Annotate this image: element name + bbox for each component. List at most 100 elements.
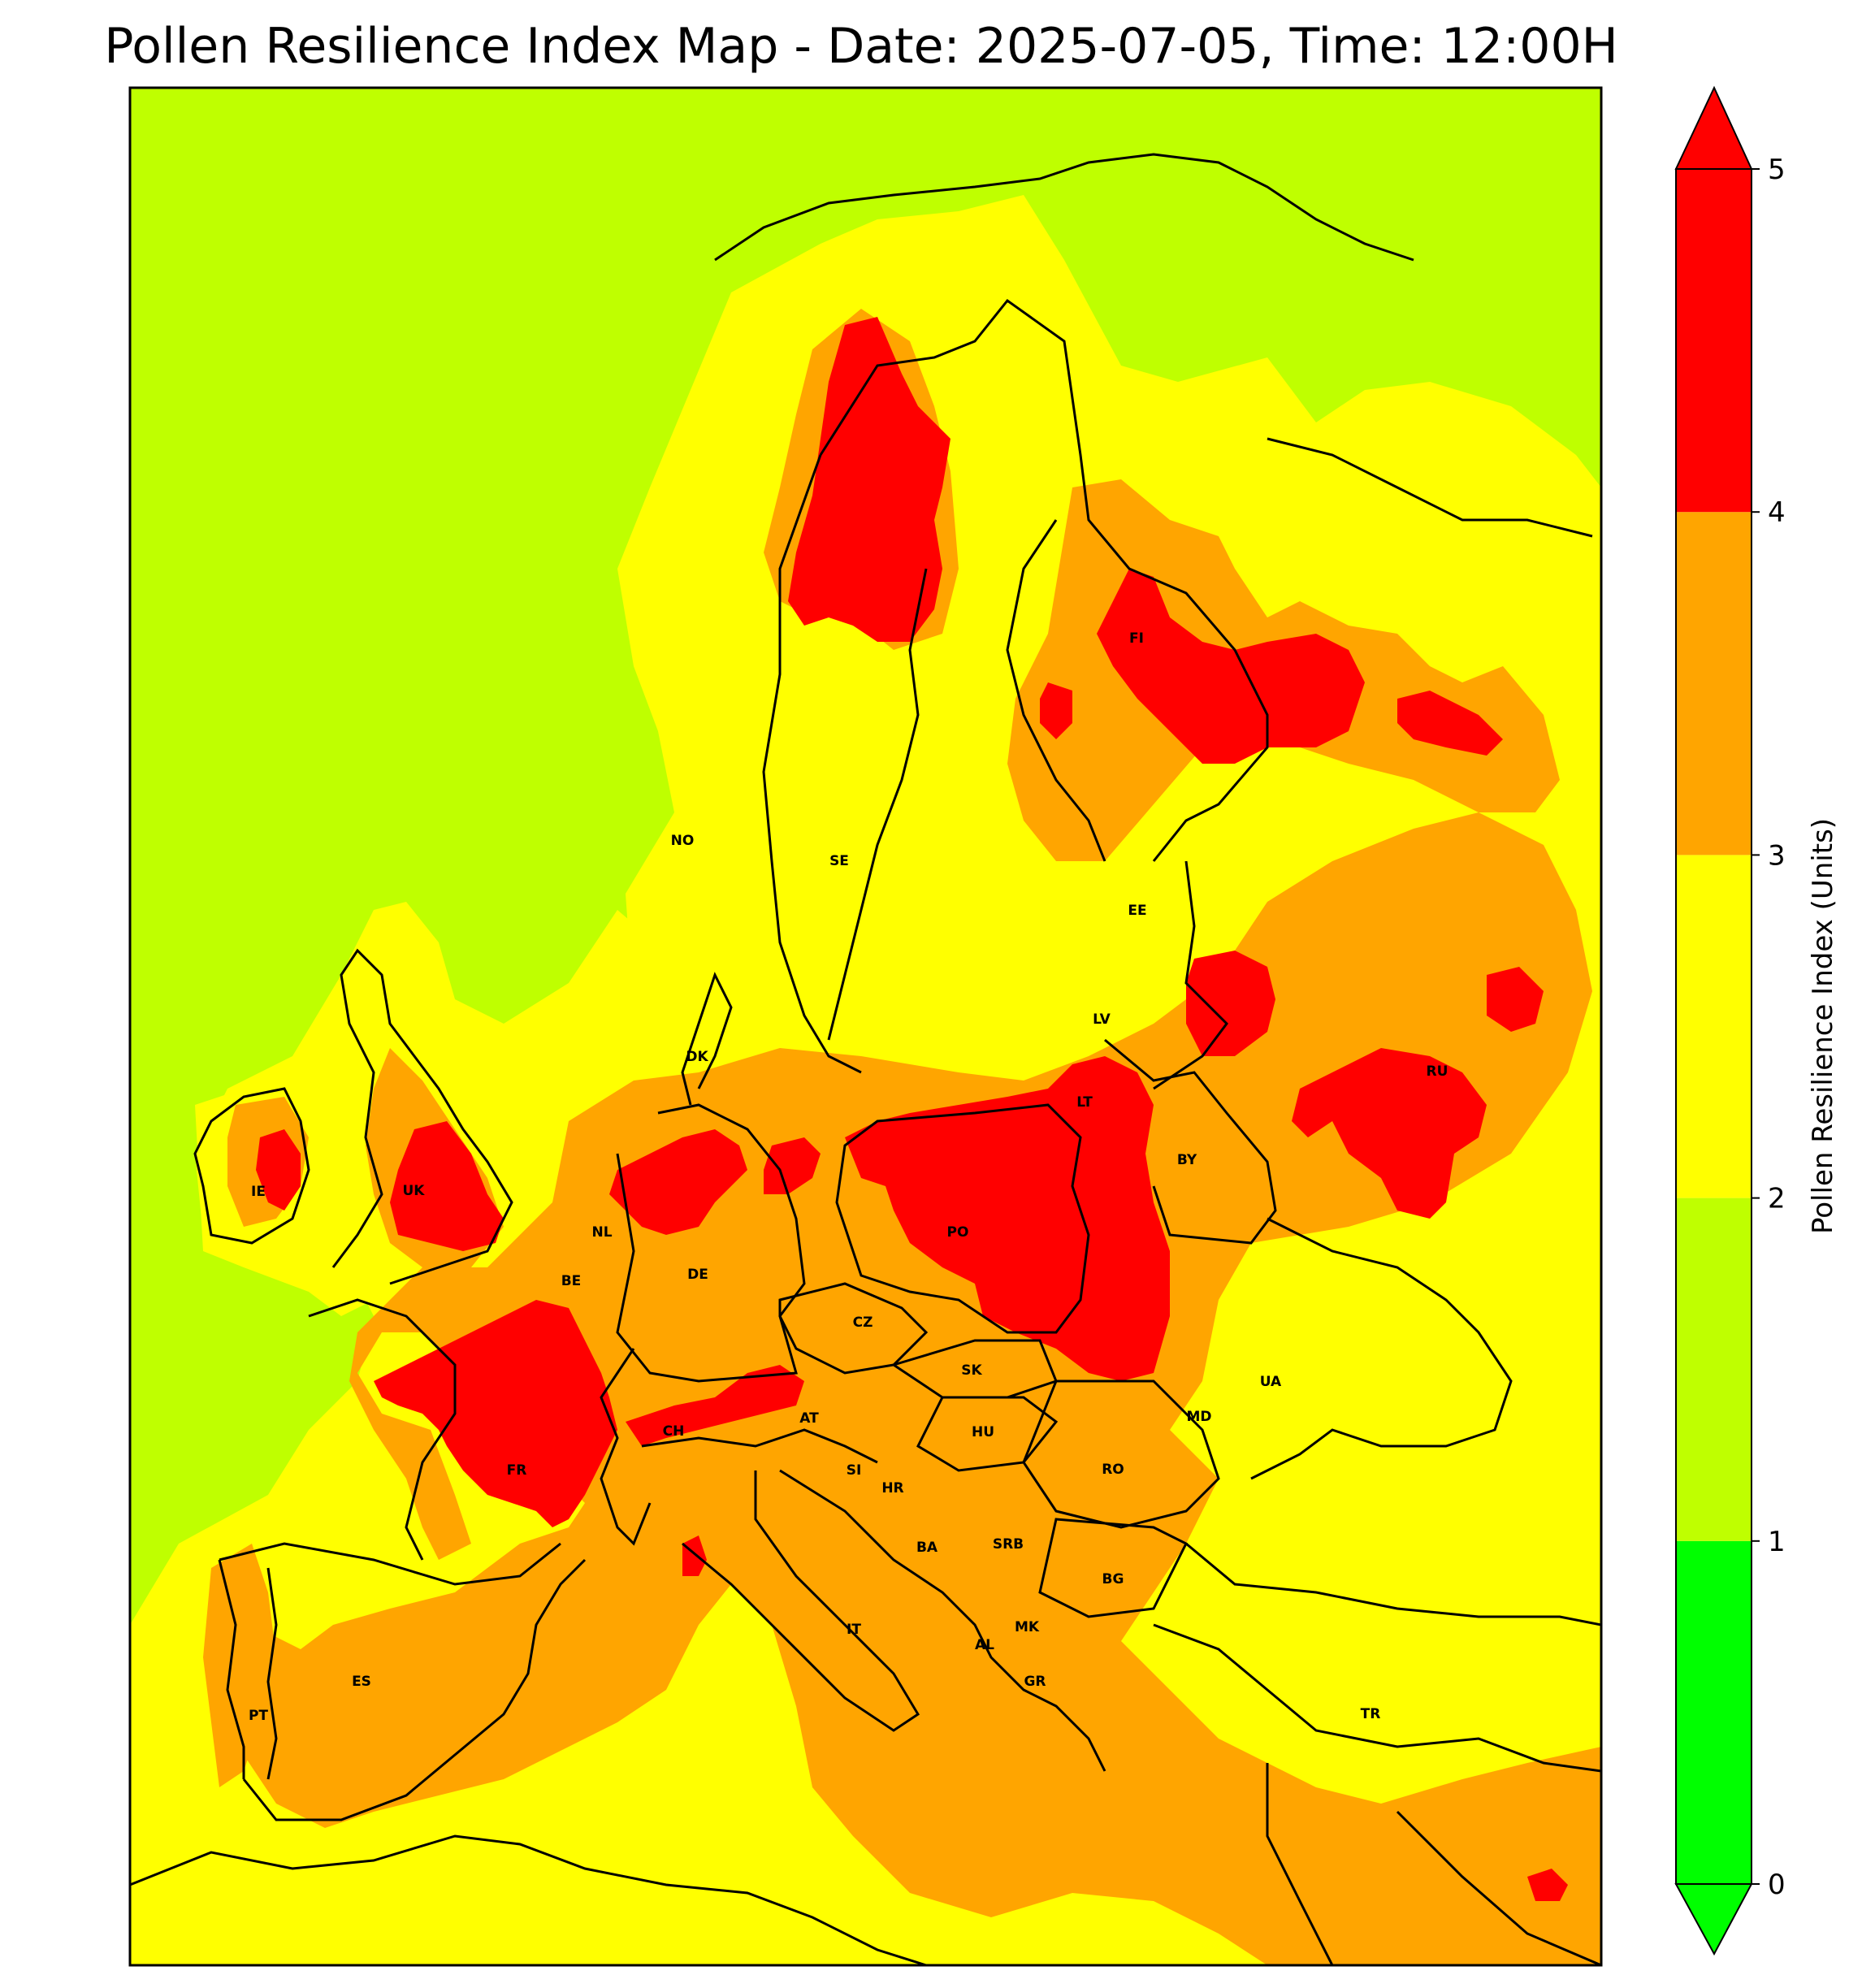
colorbar-tick-label: 1: [1768, 1526, 1786, 1558]
coast-france-west: [308, 1298, 457, 1561]
red-region-poland-lithuania: [845, 1056, 1170, 1381]
orange-region-central: [219, 812, 1601, 1965]
colorbar-tick-label: 0: [1768, 1869, 1786, 1901]
border-ukraine-russia: [1250, 1217, 1513, 1480]
label-ie: IE: [251, 1184, 266, 1200]
colorbar-extend-max: [1674, 85, 1753, 170]
label-it: IT: [847, 1622, 861, 1638]
coast-portugal: [218, 1559, 245, 1779]
label-hu: HU: [972, 1424, 994, 1440]
border-germany: [616, 1103, 806, 1383]
red-region-uk: [390, 1121, 504, 1251]
label-ro: RO: [1102, 1462, 1124, 1478]
label-lv: LV: [1093, 1011, 1111, 1028]
label-be: BE: [561, 1273, 582, 1289]
label-sk: SK: [961, 1362, 982, 1379]
colorbar-outline: [1675, 168, 1752, 1885]
label-uk: UK: [403, 1183, 426, 1199]
label-tr: TR: [1361, 1706, 1381, 1722]
coast-biscay: [219, 1542, 561, 1586]
label-md: MD: [1186, 1409, 1211, 1425]
coast-turkey-south: [1153, 1623, 1601, 1773]
orange-region-iberia: [203, 1544, 276, 1787]
coast-britain: [331, 948, 513, 1285]
coast-iberia-east: [242, 1558, 587, 1821]
red-region-russia-north: [1397, 691, 1503, 756]
label-ch: CH: [663, 1423, 685, 1440]
colorbar-tick-label: 2: [1768, 1183, 1786, 1215]
label-ua: UA: [1260, 1374, 1282, 1390]
label-bg: BG: [1102, 1571, 1124, 1587]
red-region-russia-central: [1292, 1048, 1487, 1219]
colorbar-tick-label: 4: [1768, 496, 1786, 529]
colorbar-bin-4: [1676, 169, 1752, 513]
border-baltic: [1153, 860, 1228, 1090]
coast-arctic: [714, 153, 1414, 262]
border-bulgaria: [1038, 1518, 1189, 1618]
border-romania: [1022, 1379, 1220, 1529]
border-spain-portugal: [266, 1567, 278, 1780]
red-region-alps: [626, 1365, 804, 1446]
label-gr: GR: [1024, 1674, 1046, 1690]
label-de: DE: [687, 1267, 708, 1283]
colorbar: 0 1 2 3 4 5 Pollen Resilience Index (Units): [1674, 85, 1839, 1956]
label-si: SI: [847, 1462, 862, 1479]
label-at: AT: [799, 1410, 819, 1427]
border-middle-east: [1396, 1810, 1601, 1965]
colorbar-bin-1: [1676, 1198, 1752, 1541]
coast-barents: [1267, 437, 1593, 538]
red-region-finland-west: [1040, 682, 1072, 739]
label-nl: NL: [591, 1224, 612, 1241]
label-ru: RU: [1427, 1063, 1448, 1080]
colorbar-bin-2: [1676, 855, 1752, 1198]
colorbar-bin-0: [1676, 1540, 1752, 1884]
colorbar-bin-3: [1676, 512, 1752, 855]
coast-north-africa: [130, 1834, 927, 1965]
coast-sweden-east: [827, 568, 928, 1041]
border-belarus: [1104, 1038, 1277, 1245]
label-hr: HR: [881, 1480, 903, 1496]
coast-levant: [1266, 1763, 1334, 1965]
red-region-russia-east: [1487, 967, 1544, 1032]
borders: [130, 153, 1601, 1965]
label-fr: FR: [507, 1462, 527, 1479]
border-norway-sweden: [762, 454, 862, 1074]
label-dk: DK: [686, 1049, 708, 1065]
label-ee: EE: [1128, 903, 1146, 919]
border-france-east: [600, 1348, 652, 1546]
label-fi: FI: [1129, 630, 1144, 647]
colorbar-tick-label: 3: [1768, 839, 1786, 872]
red-region-france: [374, 1300, 617, 1527]
label-pt: PT: [249, 1708, 268, 1724]
label-lt: LT: [1076, 1094, 1093, 1111]
label-ba: BA: [916, 1540, 938, 1556]
red-region-norway: [788, 317, 950, 642]
colorbar-extend-min: [1674, 1883, 1753, 1956]
label-al: AL: [975, 1637, 994, 1653]
label-se: SE: [829, 853, 849, 869]
colorbar-tick-label: 5: [1768, 154, 1786, 186]
colorbar-label: Pollen Resilience Index (Units): [1807, 818, 1839, 1234]
map-frame: [128, 86, 1603, 1967]
label-mk: MK: [1015, 1619, 1040, 1635]
red-region-italy-spot: [682, 1535, 707, 1576]
red-region-ireland: [256, 1129, 301, 1211]
label-srb: SRB: [993, 1536, 1024, 1553]
label-no: NO: [671, 833, 695, 849]
label-es: ES: [352, 1674, 371, 1690]
red-region-finland: [1097, 569, 1365, 764]
coast-italy: [682, 1470, 920, 1732]
border-alps: [641, 1428, 878, 1464]
coast-adriatic: [779, 1469, 1106, 1772]
red-region-germany-east: [764, 1137, 821, 1194]
red-region-russia-west: [1186, 951, 1275, 1056]
index-field: [130, 88, 1601, 1965]
map-title: Pollen Resilience Index Map - Date: 2025…: [104, 18, 1618, 75]
country-labels: NO SE FI EE LV LT BY RU DK IE UK NL BE D…: [249, 630, 1448, 1724]
coast-ireland: [193, 1087, 310, 1245]
red-region-turkey-se: [1527, 1869, 1568, 1901]
label-by: BY: [1177, 1152, 1197, 1168]
coast-black-sea-south: [1185, 1542, 1601, 1626]
coast-denmark: [681, 972, 733, 1106]
